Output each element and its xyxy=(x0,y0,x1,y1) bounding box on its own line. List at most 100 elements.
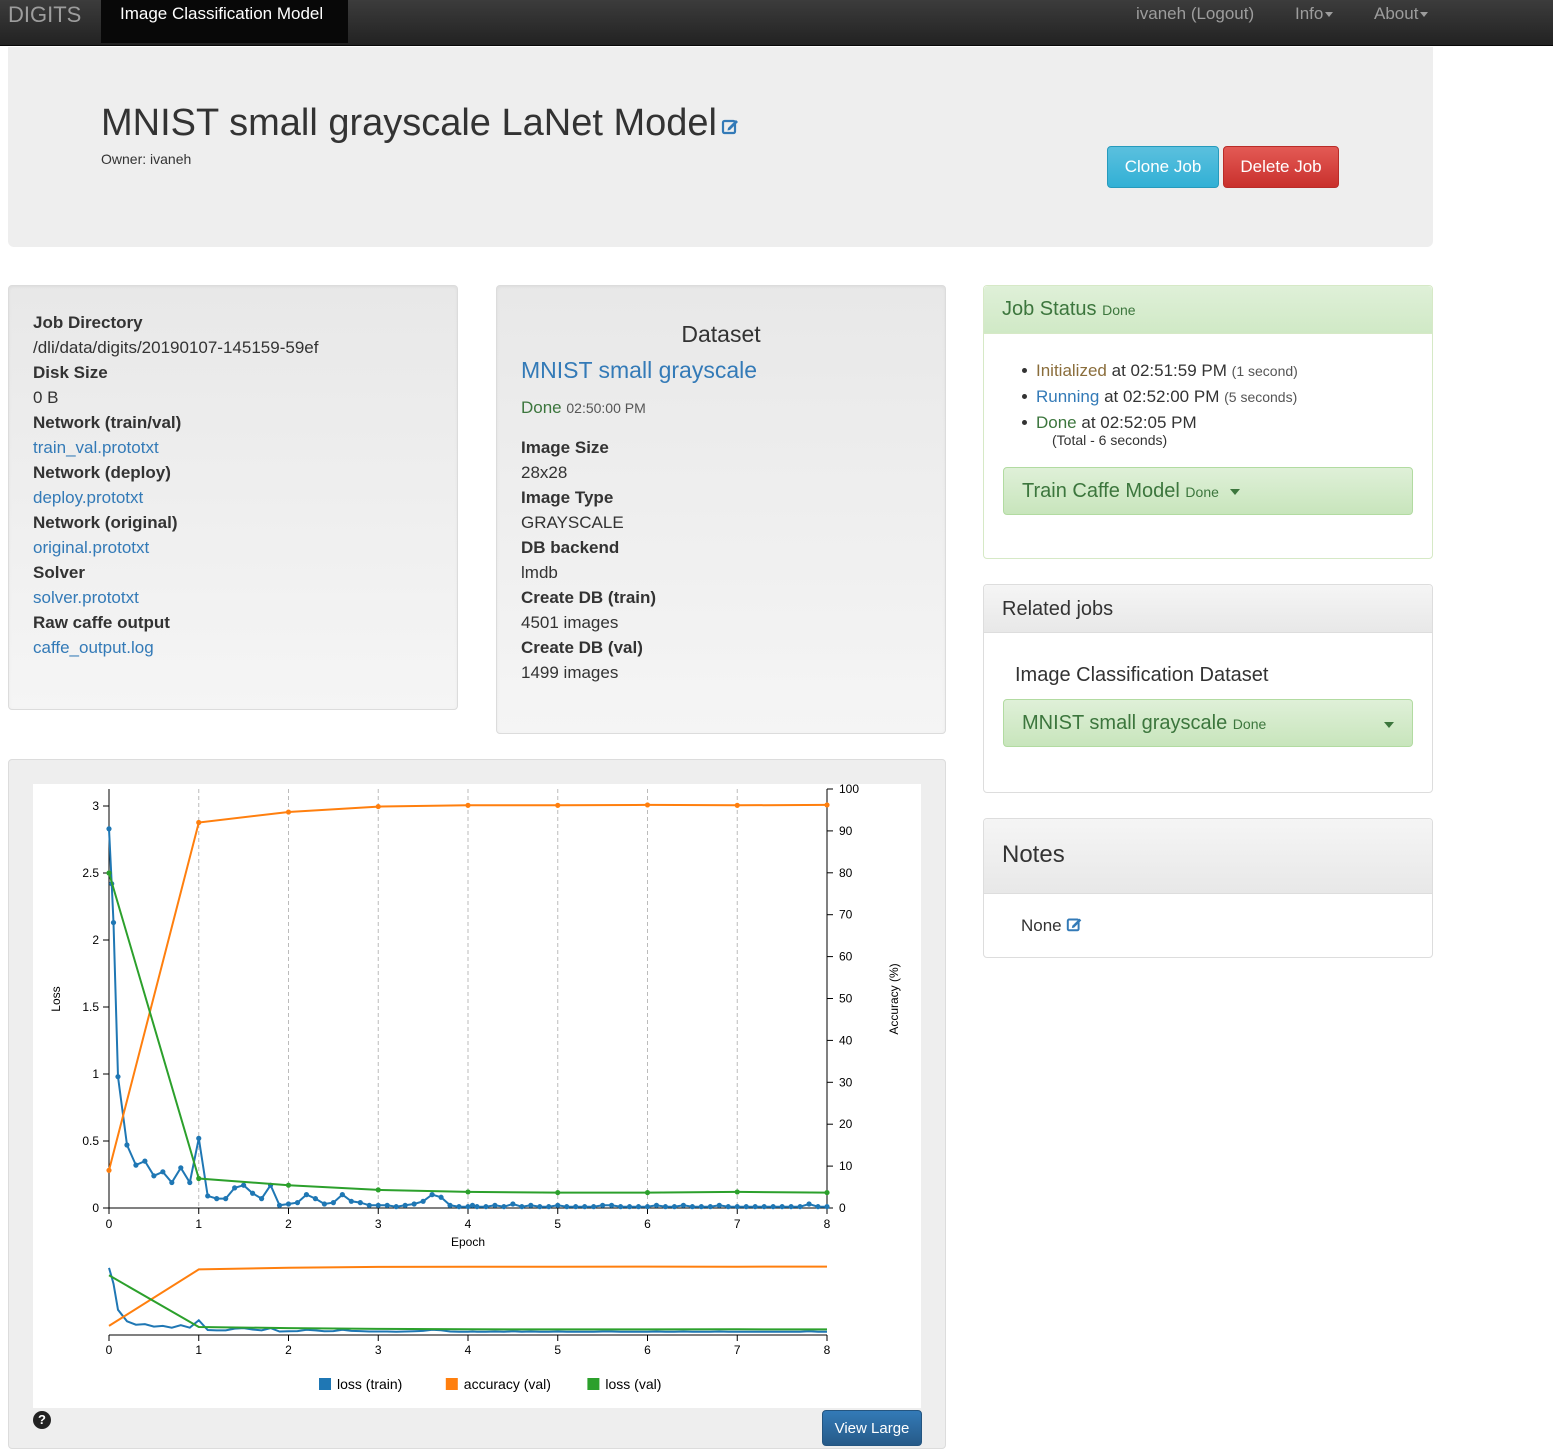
x-tick-label: 5 xyxy=(554,1217,561,1231)
legend-swatch xyxy=(319,1378,331,1390)
network-deploy-label: Network (deploy) xyxy=(33,463,171,482)
x-tick-label: 6 xyxy=(644,1217,651,1231)
info-menu[interactable]: Info xyxy=(1295,4,1334,24)
job-directory-value: /dli/data/digits/20190107-145159-59ef xyxy=(33,338,319,357)
status-item-label: Running xyxy=(1036,387,1100,406)
data-point xyxy=(644,1189,651,1196)
data-point xyxy=(815,1204,821,1210)
legend-swatch xyxy=(587,1378,600,1390)
status-item-time: at 02:51:59 PM xyxy=(1111,361,1227,380)
view-large-button[interactable]: View Large xyxy=(822,1410,922,1446)
data-point xyxy=(492,1202,498,1208)
delete-job-button[interactable]: Delete Job xyxy=(1223,146,1339,188)
status-total: (Total - 6 seconds) xyxy=(1052,432,1168,448)
image-size-label: Image Size xyxy=(521,438,609,457)
nav-current-page[interactable]: Image Classification Model xyxy=(101,0,348,43)
data-point xyxy=(609,1202,615,1208)
overview-x-tick-label: 1 xyxy=(195,1343,202,1357)
data-point xyxy=(725,1204,731,1210)
data-point xyxy=(519,1204,525,1210)
notes-panel: Notes None xyxy=(983,818,1433,958)
create-db-val-value: 1499 images xyxy=(521,663,619,682)
status-item-time: at 02:52:00 PM xyxy=(1104,387,1220,406)
y-tick-label: 0 xyxy=(92,1201,99,1215)
deploy-prototxt-link[interactable]: deploy.prototxt xyxy=(33,488,144,507)
related-dataset-dropdown[interactable]: MNIST small grayscale Done xyxy=(1003,699,1413,747)
about-menu[interactable]: About xyxy=(1374,4,1429,24)
data-point xyxy=(591,1204,597,1210)
data-point xyxy=(707,1204,713,1210)
data-point xyxy=(469,1202,476,1208)
data-point xyxy=(447,1202,453,1208)
dataset-name-link[interactable]: MNIST small grayscale xyxy=(521,357,758,383)
data-point xyxy=(178,1165,184,1171)
data-point xyxy=(196,1175,202,1182)
y2-axis-label: Accuracy (%) xyxy=(887,963,901,1034)
job-status-title: Job Status xyxy=(1002,298,1097,320)
disk-size-value: 0 B xyxy=(33,388,59,407)
train-caffe-model-dropdown[interactable]: Train Caffe Model Done xyxy=(1003,467,1413,515)
data-point xyxy=(294,1200,301,1206)
data-point xyxy=(223,1196,229,1202)
data-point xyxy=(662,1204,669,1210)
x-tick-label: 2 xyxy=(285,1217,292,1231)
data-point xyxy=(258,1196,265,1202)
y2-tick-label: 10 xyxy=(839,1159,853,1173)
data-point xyxy=(600,1202,606,1208)
dataset-status-time: 02:50:00 PM xyxy=(566,400,646,416)
job-info-panel: Job Directory /dli/data/digits/20190107-… xyxy=(8,285,458,710)
job-status-panel: Job Status Done Initialized at 02:51:59 … xyxy=(983,285,1433,559)
data-point xyxy=(357,1200,363,1206)
training-chart-panel: 0 1 2 3 4 5 6 7 8 0 0.5 1 1.5 2 2.5 3 0 10 20 30 40 50 60 70 80 9… xyxy=(8,759,946,1449)
edit-notes-icon[interactable] xyxy=(1066,915,1084,938)
data-point xyxy=(546,1204,552,1210)
data-point xyxy=(402,1202,408,1208)
create-db-train-label: Create DB (train) xyxy=(521,588,657,607)
overview-series-line xyxy=(108,1274,828,1331)
data-point xyxy=(671,1204,678,1210)
data-point xyxy=(573,1204,579,1210)
data-point xyxy=(196,819,202,826)
data-point xyxy=(582,1204,588,1210)
data-point xyxy=(555,1202,561,1208)
data-point xyxy=(528,1202,534,1208)
caffe-output-log-link[interactable]: caffe_output.log xyxy=(33,638,154,657)
network-trainval-label: Network (train/val) xyxy=(33,413,182,432)
status-item-label: Initialized xyxy=(1036,361,1107,380)
edit-icon[interactable] xyxy=(721,103,741,146)
data-point xyxy=(429,1192,435,1198)
data-point xyxy=(124,1142,130,1148)
data-point xyxy=(770,1204,776,1210)
original-prototxt-link[interactable]: original.prototxt xyxy=(33,538,150,557)
page-title: MNIST small grayscale LaNet Model xyxy=(101,102,741,146)
train-val-prototxt-link[interactable]: train_val.prototxt xyxy=(33,438,159,457)
dataset-status-text: Done xyxy=(521,398,562,417)
data-point xyxy=(510,1201,516,1207)
related-dataset-state: Done xyxy=(1232,716,1267,732)
data-point xyxy=(806,1201,812,1207)
y-tick-label: 0.5 xyxy=(82,1134,99,1148)
data-point xyxy=(644,802,651,808)
help-icon[interactable]: ? xyxy=(33,1411,51,1429)
data-point xyxy=(555,1189,561,1196)
training-chart[interactable]: 0 1 2 3 4 5 6 7 800.511.522.53010203040506070809… xyxy=(33,784,921,1408)
data-point xyxy=(653,1202,660,1208)
data-point xyxy=(680,1202,687,1208)
data-point xyxy=(250,1190,256,1196)
logout-link[interactable]: ivaneh (Logout) xyxy=(1136,4,1255,23)
solver-prototxt-link[interactable]: solver.prototxt xyxy=(33,588,139,607)
clone-job-button[interactable]: Clone Job xyxy=(1107,146,1219,188)
related-dataset-name: MNIST small grayscale xyxy=(1022,712,1228,734)
data-point xyxy=(393,1204,399,1210)
overview-x-tick-label: 3 xyxy=(375,1343,382,1357)
overview-series-line xyxy=(108,1265,828,1327)
overview-x-tick-label: 8 xyxy=(824,1343,831,1357)
disk-size-label: Disk Size xyxy=(33,363,108,382)
data-point xyxy=(797,1204,803,1210)
data-point xyxy=(617,1204,624,1210)
chevron-down-icon xyxy=(1325,12,1334,18)
brand-logo[interactable]: DIGITS xyxy=(8,2,82,27)
y2-tick-label: 100 xyxy=(839,784,859,796)
data-point xyxy=(411,1201,417,1207)
data-point xyxy=(303,1192,310,1198)
